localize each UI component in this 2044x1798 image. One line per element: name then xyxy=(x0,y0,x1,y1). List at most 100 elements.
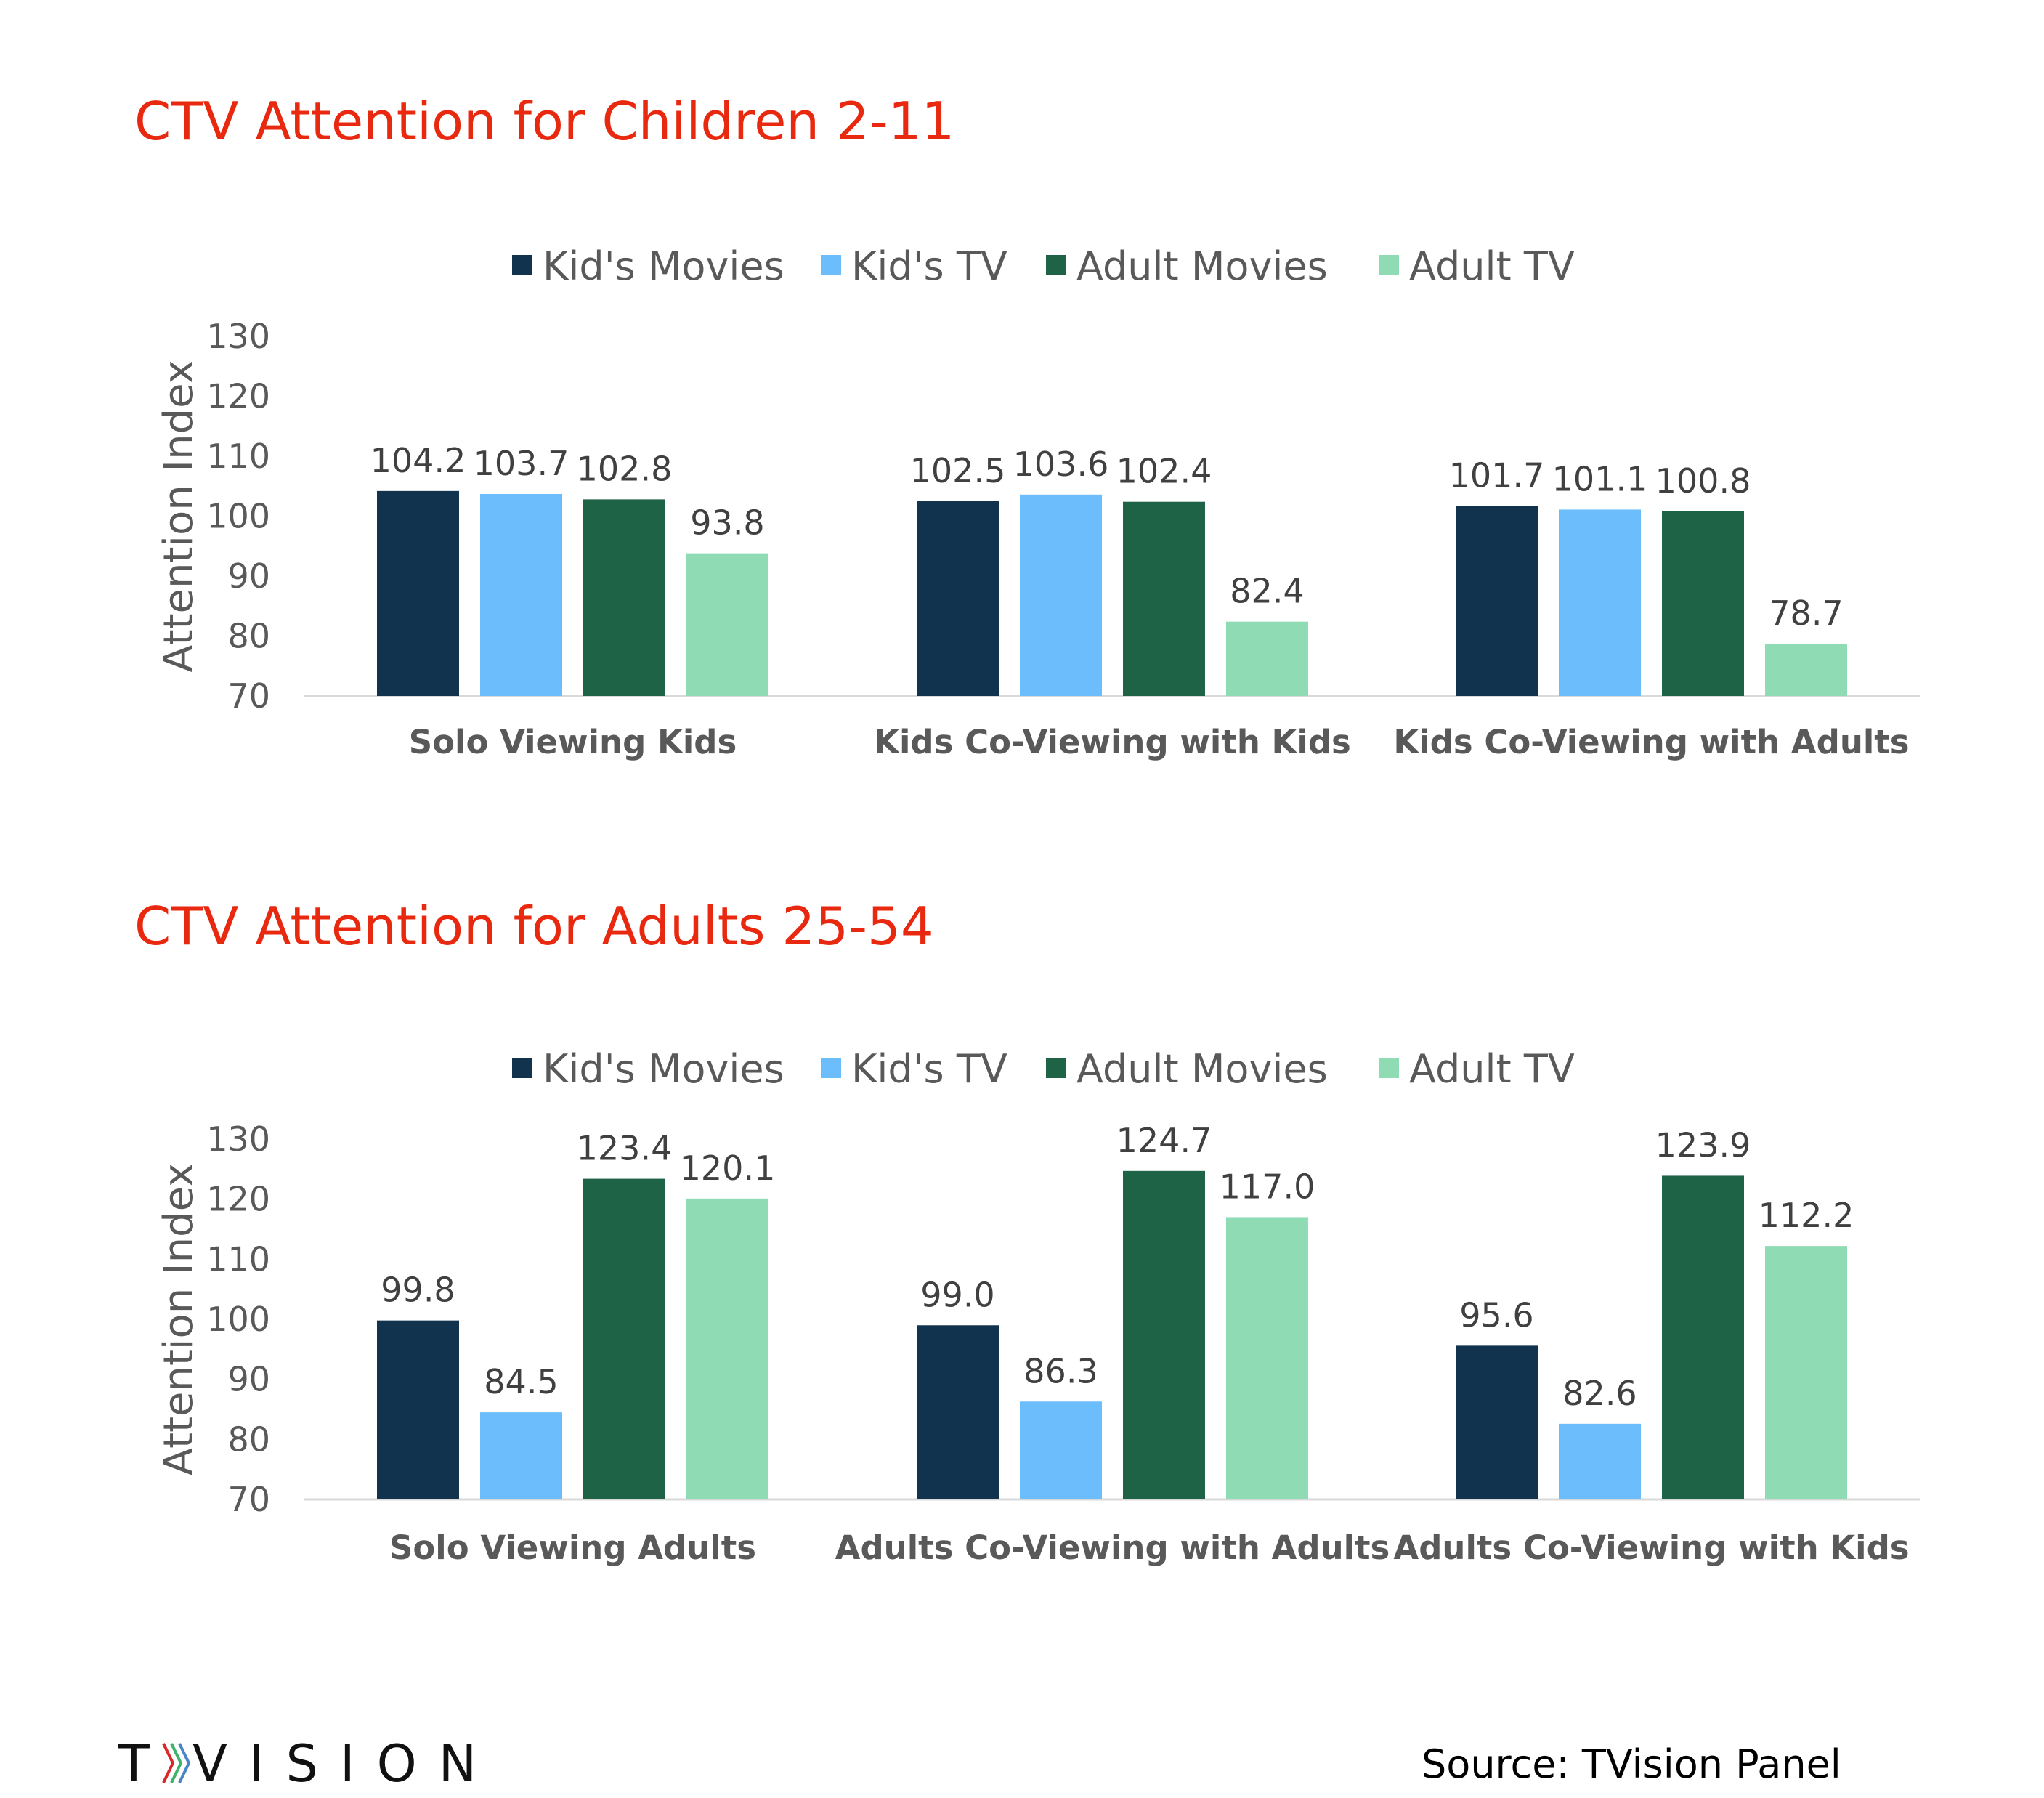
logo-wordmark: VISION xyxy=(192,1734,498,1794)
tvision-logo: T VISION xyxy=(118,1734,498,1794)
legend-label: Kid's TV xyxy=(851,1046,1007,1092)
chevron-icon xyxy=(178,1743,191,1783)
data-label: 100.8 xyxy=(1655,461,1751,501)
bar xyxy=(1226,1217,1308,1499)
data-label: 123.9 xyxy=(1655,1125,1751,1165)
bar xyxy=(1020,494,1102,696)
data-label: 86.3 xyxy=(1023,1351,1098,1390)
legend-label: Adult Movies xyxy=(1076,243,1328,289)
bar xyxy=(1559,1423,1641,1499)
data-label: 102.5 xyxy=(910,451,1006,490)
y-tick-label: 110 xyxy=(206,437,270,476)
bar xyxy=(1559,509,1641,696)
legend-swatch xyxy=(821,255,841,275)
y-tick-label: 110 xyxy=(206,1239,270,1279)
data-label: 78.7 xyxy=(1769,594,1843,633)
bar xyxy=(1226,621,1308,696)
bar xyxy=(480,1412,562,1499)
data-label: 95.6 xyxy=(1459,1295,1533,1335)
chart-1: CTV Attention for Children 2-11 Kid's Mov… xyxy=(134,91,1920,761)
y-tick-label: 80 xyxy=(227,617,270,656)
y-tick-label: 90 xyxy=(227,1360,270,1399)
category-label: Kids Co-Viewing with Kids xyxy=(874,723,1351,761)
y-axis-title: Attention Index xyxy=(155,360,203,672)
y-tick-label: 100 xyxy=(206,497,270,536)
chart-title: CTV Attention for Children 2-11 xyxy=(134,91,954,152)
data-label: 102.8 xyxy=(577,449,673,488)
legend-label: Adult TV xyxy=(1409,1046,1575,1092)
legend-label: Kid's Movies xyxy=(543,1046,784,1092)
y-tick-label: 120 xyxy=(206,377,270,416)
data-label: 99.0 xyxy=(920,1275,994,1314)
legend-swatch xyxy=(512,1058,532,1078)
bar xyxy=(1765,1246,1847,1499)
y-tick-label: 100 xyxy=(206,1300,270,1339)
bar xyxy=(1020,1401,1102,1499)
bar xyxy=(377,490,459,696)
y-tick-label: 130 xyxy=(206,1119,270,1159)
category-label: Kids Co-Viewing with Adults xyxy=(1393,723,1909,761)
y-tick-label: 80 xyxy=(227,1420,270,1459)
data-label: 120.1 xyxy=(680,1149,776,1188)
legend-item: Kid's TV xyxy=(821,243,1007,289)
bar xyxy=(1662,511,1744,696)
data-label: 102.4 xyxy=(1116,452,1212,491)
legend-item: Kid's Movies xyxy=(512,243,784,289)
bar xyxy=(686,1198,768,1499)
y-tick-label: 70 xyxy=(227,1480,270,1519)
y-tick-label: 130 xyxy=(206,317,270,356)
data-label: 93.8 xyxy=(690,503,764,543)
legend-label: Kid's TV xyxy=(851,243,1007,289)
bar xyxy=(917,1325,999,1499)
bar xyxy=(1456,506,1538,696)
bar xyxy=(377,1320,459,1499)
logo-letter-t: T xyxy=(118,1734,171,1794)
bar xyxy=(1123,1170,1205,1499)
legend-swatch xyxy=(512,255,532,275)
y-tick-label: 70 xyxy=(227,676,270,716)
legend-label: Adult TV xyxy=(1409,243,1575,289)
legend-item: Adult TV xyxy=(1379,1046,1575,1092)
data-label: 99.8 xyxy=(381,1271,455,1310)
y-tick-label: 90 xyxy=(227,556,270,596)
category-label: Adults Co-Viewing with Adults xyxy=(835,1528,1390,1567)
bar xyxy=(1765,644,1847,696)
legend-swatch xyxy=(1379,255,1399,275)
chevron-icon xyxy=(170,1743,183,1783)
data-label: 124.7 xyxy=(1116,1121,1212,1160)
data-label: 103.6 xyxy=(1013,445,1109,484)
source-note: Source: TVision Panel xyxy=(1422,1741,1841,1787)
data-label: 82.4 xyxy=(1230,572,1304,611)
data-label: 104.2 xyxy=(370,441,466,480)
data-label: 101.7 xyxy=(1449,455,1545,495)
bar xyxy=(917,501,999,696)
y-tick-label: 120 xyxy=(206,1180,270,1219)
bar xyxy=(1662,1175,1744,1499)
bar xyxy=(583,1178,665,1499)
category-label: Solo Viewing Adults xyxy=(389,1528,756,1567)
bar xyxy=(1123,501,1205,696)
data-label: 101.1 xyxy=(1552,459,1648,498)
legend-swatch xyxy=(1046,255,1066,275)
data-label: 84.5 xyxy=(484,1362,558,1401)
data-label: 82.6 xyxy=(1562,1374,1637,1413)
legend-item: Adult TV xyxy=(1379,243,1575,289)
chevron-icon xyxy=(162,1743,175,1783)
bar xyxy=(480,493,562,696)
data-label: 117.0 xyxy=(1220,1167,1315,1206)
bar xyxy=(583,499,665,696)
bar xyxy=(686,553,768,696)
legend-swatch xyxy=(821,1058,841,1078)
legend-label: Kid's Movies xyxy=(543,243,784,289)
y-axis-title: Attention Index xyxy=(155,1163,203,1475)
data-label: 123.4 xyxy=(577,1129,673,1168)
category-label: Adults Co-Viewing with Kids xyxy=(1393,1528,1909,1567)
legend-item: Kid's Movies xyxy=(512,1046,784,1092)
legend-label: Adult Movies xyxy=(1076,1046,1328,1092)
data-label: 103.7 xyxy=(474,444,569,483)
legend-swatch xyxy=(1046,1058,1066,1078)
data-label: 112.2 xyxy=(1759,1196,1854,1235)
legend-swatch xyxy=(1379,1058,1399,1078)
legend-item: Kid's TV xyxy=(821,1046,1007,1092)
